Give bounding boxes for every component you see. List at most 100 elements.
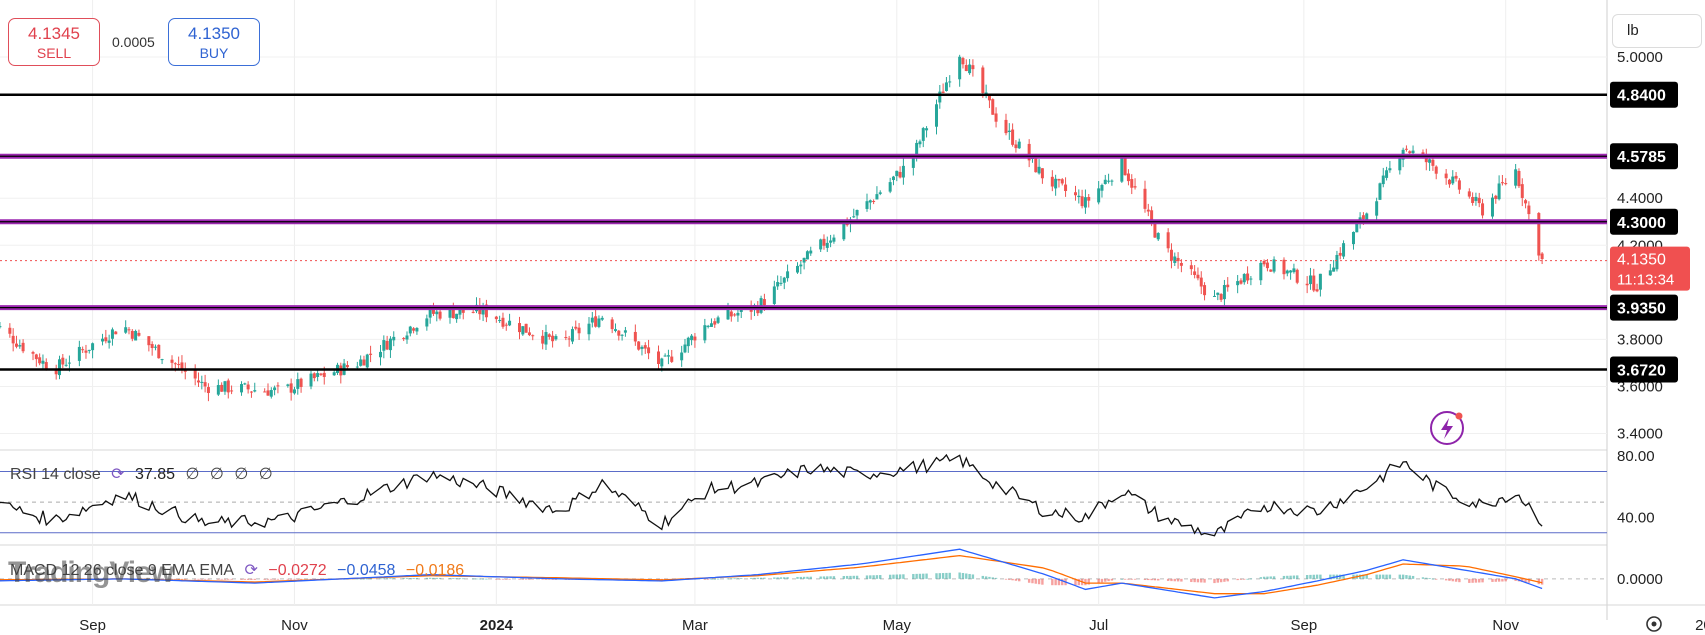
- candle-body: [1338, 252, 1342, 256]
- macd-histogram-bar: [855, 575, 859, 579]
- macd-histogram-bar: [1315, 574, 1319, 579]
- candle-body: [1103, 179, 1107, 185]
- candle-body: [1428, 159, 1432, 163]
- candle-body: [21, 342, 25, 352]
- macd-histogram-bar: [783, 577, 786, 579]
- candle-body: [196, 380, 200, 383]
- candle-body: [14, 343, 18, 347]
- macd-histogram-bar: [1041, 578, 1044, 585]
- lightning-icon[interactable]: [1430, 411, 1464, 445]
- macd-histogram-bar: [309, 578, 313, 580]
- macd-histogram-bar: [710, 578, 713, 580]
- candle-body: [690, 335, 694, 341]
- candle-body: [1226, 284, 1230, 288]
- level-label-bg: [1610, 208, 1678, 235]
- candle-body: [868, 200, 872, 203]
- candle-body: [180, 362, 184, 370]
- candle-body: [805, 251, 809, 260]
- candle-body: [312, 373, 316, 379]
- macd-histogram-bar: [220, 578, 223, 580]
- candle-body: [1123, 157, 1127, 176]
- unit-selector[interactable]: lb: [1612, 14, 1702, 48]
- macd-histogram-bar: [1104, 578, 1107, 582]
- candle-body: [61, 357, 65, 365]
- macd-histogram-bar: [1077, 578, 1081, 586]
- candle-body: [134, 330, 138, 341]
- candle-body: [1077, 195, 1081, 198]
- buy-button[interactable]: 4.1350 BUY: [168, 18, 260, 66]
- macd-histogram-bar: [935, 573, 938, 579]
- level-label-bg: [1610, 81, 1678, 108]
- settings-cycle-icon[interactable]: ⟳: [111, 466, 125, 483]
- macd-histogram-bar: [773, 577, 776, 579]
- candle-body: [160, 359, 164, 361]
- macd-histogram-bar: [1074, 578, 1077, 586]
- candle-body: [31, 352, 35, 354]
- candle-body: [1398, 158, 1402, 171]
- sell-label: SELL: [36, 45, 72, 61]
- settings-icon[interactable]: [1646, 616, 1662, 632]
- candle-body: [249, 391, 253, 393]
- candle-body: [193, 369, 197, 379]
- macd-histogram-bar: [1166, 578, 1170, 581]
- macd-histogram-bar: [1521, 578, 1524, 582]
- candle-body: [101, 338, 105, 342]
- macd-histogram-bar: [822, 576, 826, 579]
- macd-histogram-bar: [263, 578, 266, 580]
- macd-histogram-bar: [1219, 578, 1223, 583]
- candle-body: [1050, 176, 1054, 187]
- candle-body: [1457, 180, 1461, 190]
- candle-body: [597, 318, 601, 327]
- macd-histogram-bar: [1491, 578, 1494, 582]
- candle-body: [508, 320, 512, 326]
- candle-body: [1126, 173, 1130, 182]
- macd-histogram-bar: [713, 578, 716, 580]
- macd-histogram-bar: [1008, 578, 1011, 580]
- candle-body: [680, 352, 684, 361]
- candle-body: [226, 380, 230, 393]
- macd-histogram-bar: [1524, 578, 1527, 583]
- candle-body: [246, 384, 250, 390]
- settings-cycle-icon[interactable]: ⟳: [244, 562, 258, 579]
- x-tick-label: Mar: [682, 617, 708, 634]
- candle-body: [481, 305, 485, 315]
- rsi-legend: RSI 14 close ⟳ 37.85 ∅ ∅ ∅ ∅: [10, 464, 279, 484]
- candle-body: [1285, 270, 1289, 274]
- candle-body: [981, 67, 985, 94]
- candle-body: [1332, 267, 1336, 272]
- candle-body: [934, 104, 938, 127]
- macd-histogram-bar: [1305, 575, 1309, 579]
- macd-histogram-bar: [1527, 578, 1531, 583]
- candle-body: [428, 308, 432, 318]
- candle-body: [1411, 150, 1415, 154]
- macd-legend-name: MACD 12 26 close 9 EMA EMA: [10, 562, 235, 579]
- macd-histogram-bar: [1084, 578, 1087, 586]
- macd-histogram-bar: [1259, 577, 1263, 579]
- candle-body: [1447, 179, 1451, 185]
- macd-histogram-bar: [412, 577, 415, 579]
- macd-histogram-bar: [726, 578, 730, 580]
- candle-body: [157, 344, 161, 359]
- macd-histogram-bar: [895, 574, 898, 579]
- rsi-y-tick: 80.00: [1617, 448, 1655, 465]
- macd-histogram-bar: [1200, 578, 1203, 583]
- candle-body: [1444, 173, 1448, 179]
- macd-histogram-bar: [915, 573, 918, 579]
- candle-body: [623, 330, 627, 333]
- candle-body: [1173, 256, 1177, 263]
- macd-legend-hist: −0.0272: [268, 562, 327, 579]
- candle-body: [802, 257, 806, 263]
- candle-body: [633, 331, 637, 342]
- macd-histogram-bar: [1176, 578, 1180, 582]
- sell-button[interactable]: 4.1345 SELL: [8, 18, 100, 66]
- candle-body: [1120, 156, 1124, 182]
- macd-histogram-bar: [1365, 574, 1368, 579]
- level-label: 4.8400: [1617, 88, 1666, 105]
- candle-body: [911, 156, 915, 168]
- level-label: 4.5785: [1617, 149, 1666, 166]
- candle-body: [451, 308, 455, 319]
- y-tick-label: 5.0000: [1617, 49, 1663, 66]
- candle-body: [1524, 200, 1528, 204]
- macd-histogram-bar: [1143, 578, 1147, 580]
